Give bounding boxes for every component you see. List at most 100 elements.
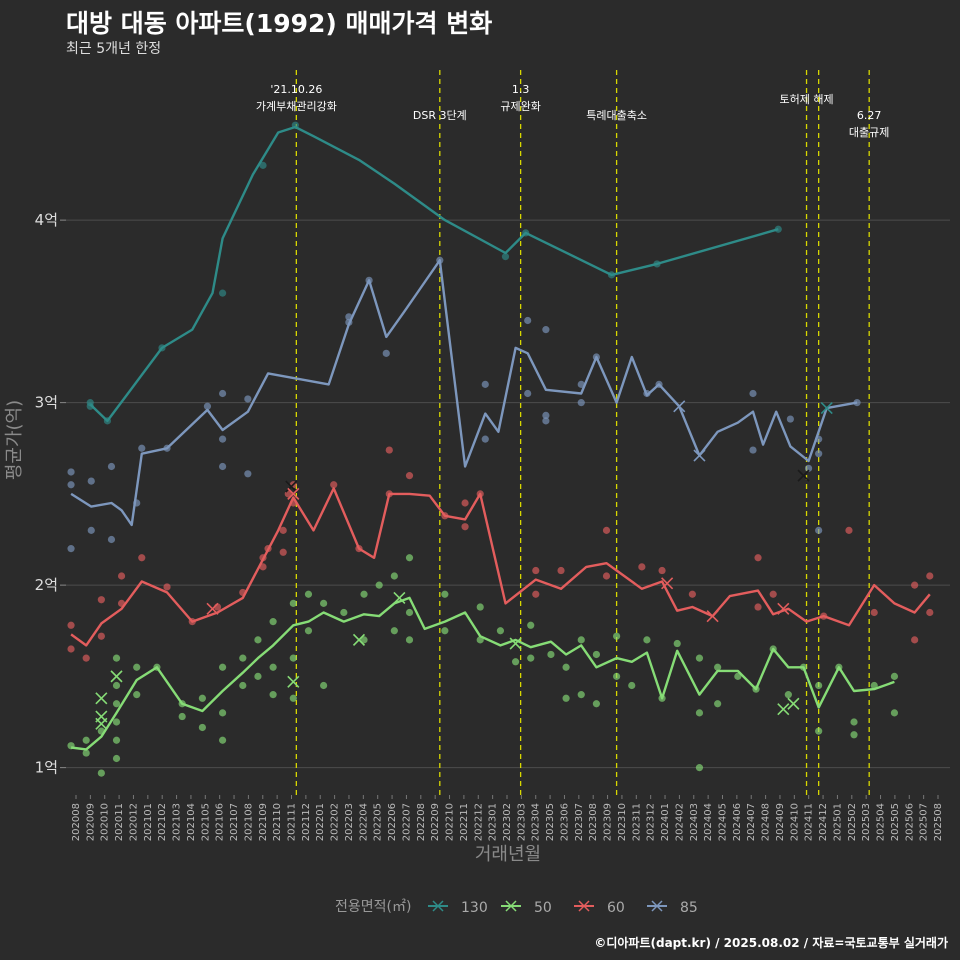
transaction-point <box>279 526 287 534</box>
legend-title: 전용면적(㎡) <box>335 899 411 915</box>
transaction-point <box>97 632 105 640</box>
x-tick-label: 202106 <box>215 803 226 841</box>
y-tick-label: 1억 <box>35 759 58 777</box>
legend-swatch-marker <box>651 900 663 912</box>
transaction-point <box>82 654 90 662</box>
x-tick-label: 202502 <box>847 803 858 841</box>
transaction-point <box>218 736 227 744</box>
transaction-point <box>198 694 206 702</box>
y-tick-labels: 1억 2억 3억 4억 <box>35 211 58 777</box>
event-label: 특례대출축소 <box>586 109 647 122</box>
transaction-point <box>67 545 75 553</box>
x-tick-label: 202111 <box>287 803 298 841</box>
event-label: DSR 3단계 <box>413 109 467 122</box>
transaction-point <box>524 316 532 325</box>
transaction-point <box>218 663 227 671</box>
event-label: 6.27 <box>857 109 882 122</box>
cancel-marker <box>95 692 108 705</box>
transaction-point <box>375 581 383 589</box>
transaction-point <box>890 672 899 680</box>
legend-label: 50 <box>534 900 552 916</box>
transaction-point <box>481 435 489 443</box>
cancel-marker <box>285 480 298 493</box>
x-tick-label: 202308 <box>588 803 599 841</box>
transaction-point <box>269 691 277 699</box>
event-label: 대출규제 <box>849 126 889 139</box>
x-tick-label: 202104 <box>186 803 197 841</box>
x-tick-label: 202303 <box>516 803 527 841</box>
cancel-marker <box>777 602 790 615</box>
transaction-point <box>638 563 646 571</box>
transaction-point <box>815 727 823 735</box>
event-label: 가계부채관리강화 <box>256 100 337 113</box>
series-line-50 <box>70 596 895 751</box>
transaction-point <box>562 694 570 702</box>
event-label: '21.10.26 <box>270 83 322 96</box>
transaction-point <box>890 709 899 717</box>
transaction-point <box>562 663 570 671</box>
transaction-point <box>845 526 853 534</box>
transaction-point <box>254 636 262 644</box>
transaction-point <box>815 450 823 458</box>
x-tick-label: 202101 <box>143 803 154 841</box>
cancel-marker <box>509 637 522 650</box>
cancel-marker <box>95 717 108 730</box>
x-tick-label: 202112 <box>301 803 312 841</box>
cancel-marker <box>693 449 706 462</box>
x-tick-label: 202207 <box>401 803 412 841</box>
transaction-point <box>239 654 247 662</box>
transaction-point <box>673 639 681 648</box>
legend-swatch-marker <box>505 900 517 912</box>
x-tick-label: 202211 <box>459 803 470 841</box>
cancel-marker <box>661 577 674 590</box>
transaction-point <box>496 627 505 635</box>
transaction-point <box>67 645 75 653</box>
transaction-point <box>688 590 696 598</box>
transaction-point <box>203 402 212 410</box>
transaction-point <box>405 636 414 644</box>
transaction-point <box>304 590 313 598</box>
chart-title: 대방 대동 아파트(1992) 매매가격 변화 <box>66 9 493 38</box>
transaction-point <box>97 769 105 777</box>
cancel-marker <box>287 487 300 500</box>
x-axis-title: 거래년월 <box>475 844 541 865</box>
x-tick-label: 202410 <box>789 803 800 841</box>
transaction-point <box>602 572 611 580</box>
transaction-point <box>112 718 121 726</box>
transaction-point <box>218 462 227 471</box>
transaction-point <box>527 621 535 629</box>
event-label: 토허제 해제 <box>779 92 833 106</box>
transaction-point <box>163 583 171 591</box>
transaction-point <box>239 681 247 690</box>
x-tick-label: 202304 <box>531 803 542 841</box>
transaction-point <box>476 603 484 611</box>
transaction-point <box>390 572 398 580</box>
x-tick-label: 202208 <box>416 803 427 841</box>
x-tick-label: 202202 <box>330 803 341 841</box>
transaction-point <box>532 590 540 598</box>
transaction-point <box>117 572 126 580</box>
transaction-point <box>107 535 116 544</box>
transaction-point <box>734 672 742 680</box>
x-tick-label: 202103 <box>172 803 183 841</box>
x-tick-label: 202401 <box>660 803 671 841</box>
transaction-point <box>87 477 95 485</box>
chart-subtitle: 최근 5개년 한정 <box>66 41 162 57</box>
transaction-point <box>244 395 252 403</box>
y-tick-label: 2억 <box>35 576 58 594</box>
cancel-marker <box>820 402 833 415</box>
x-tick-label: 202405 <box>718 803 729 841</box>
transaction-point <box>304 627 313 635</box>
x-tick-label: 202010 <box>100 803 111 841</box>
transaction-point <box>254 672 262 680</box>
transaction-point <box>547 650 555 659</box>
transaction-point <box>385 446 393 454</box>
x-tick-label: 202406 <box>732 803 743 841</box>
transaction-point <box>112 700 121 708</box>
transaction-point <box>269 618 277 626</box>
transaction-point <box>749 446 757 454</box>
transaction-point <box>602 526 611 534</box>
transaction-point <box>911 581 919 589</box>
transaction-point <box>524 389 532 398</box>
transaction-point <box>441 627 449 635</box>
